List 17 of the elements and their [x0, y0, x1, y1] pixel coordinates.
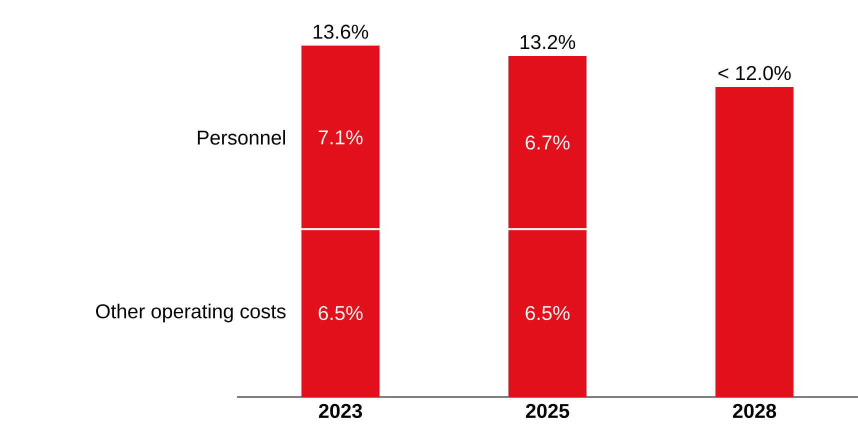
series-label: Other operating costs — [96, 304, 286, 322]
bar — [301, 229, 380, 397]
total-label: < 12.0% — [718, 66, 791, 80]
data-label: 7.1% — [318, 130, 363, 144]
bar — [301, 46, 380, 230]
series-label: Personnel — [198, 130, 285, 145]
data-label: 6.5% — [318, 306, 363, 320]
bar — [508, 229, 587, 397]
x-tick-label: 2023 — [318, 404, 362, 418]
total-label: 13.6% — [314, 24, 368, 39]
bar — [508, 56, 587, 230]
data-label: 6.5% — [526, 306, 570, 320]
x-tick-label: 2025 — [526, 404, 570, 418]
total-label: 13.2% — [520, 34, 576, 50]
data-label: 6.7% — [526, 135, 570, 150]
x-tick-label: 2028 — [732, 404, 776, 418]
bar — [715, 87, 794, 397]
